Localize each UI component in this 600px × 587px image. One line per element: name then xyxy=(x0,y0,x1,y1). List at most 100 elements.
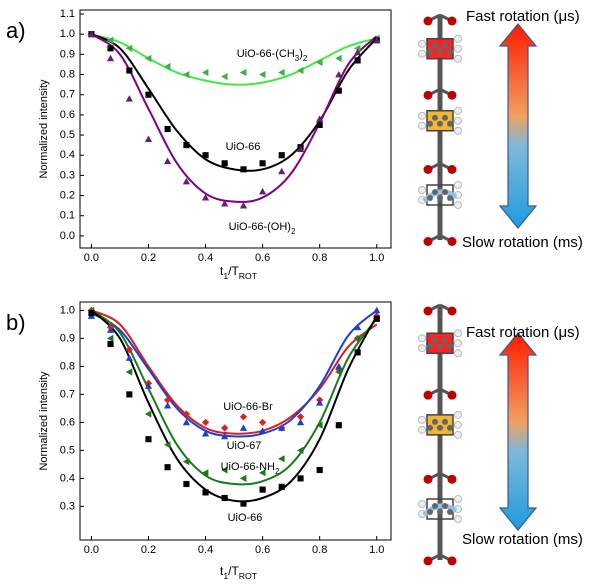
y-tick-label: 0.7 xyxy=(60,89,75,101)
carbon-atom xyxy=(447,343,453,350)
x-axis-label-part: /T xyxy=(228,564,239,578)
x-tick-label: 0.8 xyxy=(312,252,327,264)
y-tick-label: 0.3 xyxy=(60,169,75,181)
hydrogen-atom xyxy=(418,49,426,58)
oxygen-atom xyxy=(447,16,457,26)
marker xyxy=(106,334,114,342)
marker xyxy=(126,67,133,74)
hydrogen-atom xyxy=(418,186,426,194)
marker xyxy=(182,410,191,418)
series-label: UiO-66-Br xyxy=(223,401,273,413)
carbon-atom xyxy=(427,509,433,515)
oxygen-atom xyxy=(423,474,433,484)
x-axis-label-part: /T xyxy=(228,264,239,278)
y-axis-label: Normalized intensity xyxy=(38,371,50,471)
hydrogen-atom xyxy=(454,106,462,115)
marker xyxy=(296,145,305,153)
marker xyxy=(221,494,228,502)
marker xyxy=(239,68,247,77)
x-tick-label: 0.0 xyxy=(84,544,99,556)
marker xyxy=(145,436,152,443)
panel-label: a) xyxy=(6,18,26,43)
y-tick-label: 0.5 xyxy=(60,129,75,141)
marker xyxy=(239,413,248,421)
oxygen-atom xyxy=(423,237,433,246)
y-tick-label: 1.0 xyxy=(60,28,75,40)
marker xyxy=(201,68,209,77)
y-tick-label: 0.6 xyxy=(60,109,75,121)
marker xyxy=(354,334,361,342)
fit-curve xyxy=(90,309,378,438)
marker xyxy=(354,57,361,64)
marker xyxy=(107,340,114,348)
rotation-arrow xyxy=(422,189,458,203)
hydrogen-atom xyxy=(418,500,426,508)
marker xyxy=(239,474,247,482)
marker xyxy=(144,135,153,142)
molecule-illustration xyxy=(418,303,462,566)
marker xyxy=(354,349,361,356)
plot-frame xyxy=(79,9,392,249)
marker xyxy=(316,466,323,474)
marker xyxy=(201,418,210,426)
oxygen-atom xyxy=(423,306,433,316)
marker xyxy=(202,489,209,496)
x-axis-label-part: 1 xyxy=(223,571,228,581)
marker xyxy=(373,315,380,322)
oxygen-atom xyxy=(423,165,433,174)
x-axis-label-part: t xyxy=(220,564,224,578)
marker xyxy=(125,346,133,354)
carbon-atom xyxy=(432,42,438,49)
fast-rotation-label: Fast rotation (μs) xyxy=(466,8,580,25)
oxygen-atom xyxy=(423,556,433,566)
y-tick-label: 0.4 xyxy=(60,472,75,484)
x-tick-label: 0.6 xyxy=(255,252,270,264)
x-tick-label: 0.2 xyxy=(141,544,156,556)
marker xyxy=(296,66,304,75)
marker xyxy=(221,424,229,432)
marker xyxy=(335,70,343,78)
series-label-part: UiO-66 xyxy=(226,141,261,153)
series-label-part: 2 xyxy=(303,54,307,63)
x-axis-label-part: ROT xyxy=(239,571,258,581)
series-label-part: 2 xyxy=(275,467,279,476)
carbon-atom xyxy=(427,343,433,350)
marker xyxy=(182,458,190,466)
marker xyxy=(373,306,381,314)
marker xyxy=(278,424,286,431)
hydrogen-atom xyxy=(454,349,462,358)
marker xyxy=(259,187,267,195)
marker xyxy=(259,160,266,167)
carbon-atom xyxy=(427,48,433,55)
marker xyxy=(125,354,133,361)
rotation-arrow xyxy=(422,503,458,517)
hydrogen-atom xyxy=(418,121,426,130)
marker xyxy=(106,326,115,333)
carbon-atom xyxy=(447,48,453,55)
series-label: UiO-66 xyxy=(228,512,263,524)
y-tick-label: 0.6 xyxy=(60,416,75,428)
x-tick-label: 0.4 xyxy=(198,544,213,556)
marker xyxy=(259,427,267,434)
rotation-scale-arrow xyxy=(498,332,538,531)
carbon-atom xyxy=(447,195,453,201)
marker xyxy=(316,115,324,122)
carbon-atom xyxy=(447,120,453,127)
fit-curve xyxy=(91,33,378,86)
series-label: UiO-67 xyxy=(227,440,262,452)
slow-rotation-label: Slow rotation (ms) xyxy=(462,531,583,548)
marker xyxy=(201,469,209,477)
carbon-atom xyxy=(432,503,438,509)
series-label-part: 2 xyxy=(291,227,295,236)
y-tick-label: 0.2 xyxy=(60,189,75,201)
carbon-atom xyxy=(432,189,438,195)
y-tick-label: 0.9 xyxy=(60,332,75,344)
marker xyxy=(296,446,304,454)
series-label-part: ) xyxy=(299,48,303,60)
carbon-atom xyxy=(442,114,448,121)
marker xyxy=(259,70,266,79)
molecule-illustration xyxy=(418,13,462,246)
y-tick-label: 0.3 xyxy=(60,500,75,512)
marker xyxy=(354,48,362,56)
marker xyxy=(335,54,342,63)
